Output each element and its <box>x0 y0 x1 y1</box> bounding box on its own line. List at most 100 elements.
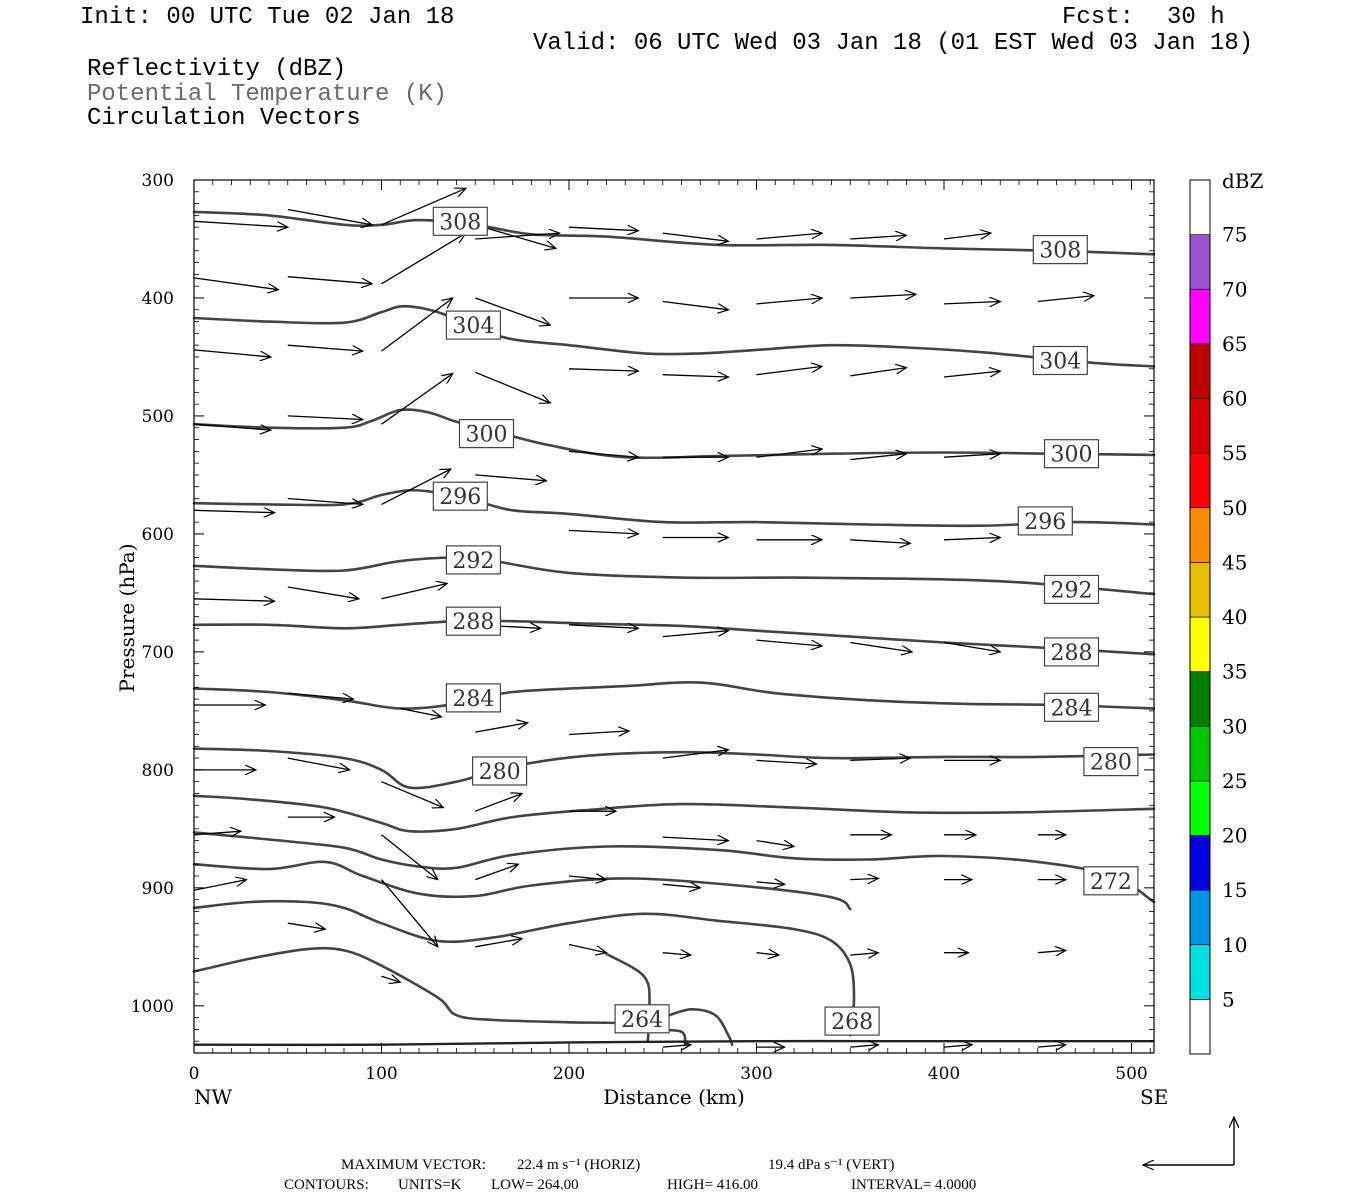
contour-label: 280 <box>472 756 528 786</box>
circulation-vector <box>756 882 785 884</box>
circulation-vector <box>850 540 910 544</box>
colorbar-swatch <box>1189 343 1211 399</box>
colorbar-label: 40 <box>1222 605 1247 629</box>
contour-label-box <box>472 756 528 786</box>
contour-label: 284 <box>445 683 501 713</box>
y-tick-label: 800 <box>142 761 174 781</box>
circulation-vector <box>381 469 451 505</box>
theta-contour-304 <box>192 304 1156 368</box>
colorbar-unit: dBZ <box>1222 169 1264 193</box>
circulation-vector <box>943 641 1000 652</box>
circulation-vector <box>756 841 795 847</box>
contours-high: HIGH= 416.00 <box>667 1177 758 1193</box>
reference-vector-icon <box>1143 1117 1234 1165</box>
contour-label-box <box>445 310 501 340</box>
colorbar-label: 60 <box>1222 387 1247 411</box>
circulation-vector <box>287 208 372 225</box>
theta-contour-268 <box>192 860 852 911</box>
contour-label: 288 <box>1043 637 1100 667</box>
circulation-vector <box>756 366 823 376</box>
colorbar-swatch <box>1189 562 1211 618</box>
circulation-vector <box>475 474 546 481</box>
vectors-layer <box>193 188 1094 1047</box>
circulation-vector <box>662 232 729 241</box>
colorbar-label: 35 <box>1222 660 1247 684</box>
y-tick-label: 600 <box>142 525 174 545</box>
forecast-hour-value: 30 h <box>1167 4 1225 31</box>
circulation-vector <box>381 976 401 982</box>
circulation-vector <box>943 233 991 240</box>
theta-contour-280 <box>192 747 1156 790</box>
x-tick-label: 400 <box>928 1064 960 1084</box>
x-tick-label: 500 <box>1115 1064 1147 1084</box>
contour-label-box <box>1043 637 1100 667</box>
plot-frame <box>193 179 1155 1054</box>
circulation-vector <box>850 758 910 760</box>
max-vector-horiz: 22.4 m s⁻¹ (HORIZ) <box>517 1157 641 1173</box>
contour-label-text: 272 <box>1090 870 1132 895</box>
circulation-vector <box>943 454 1000 458</box>
circulation-vector <box>287 586 359 599</box>
contour-label-text: 292 <box>1051 578 1093 603</box>
colorbar-swatch <box>1189 835 1211 891</box>
x-tick-label: 0 <box>189 1064 200 1084</box>
contour-label-box <box>445 606 501 636</box>
contour-label: 296 <box>432 481 488 511</box>
contour-label-box <box>445 683 501 713</box>
colorbar-swatch <box>1189 234 1211 290</box>
contour-label-text: 292 <box>452 549 494 574</box>
contour-label-text: 280 <box>1090 751 1132 776</box>
y-tick-label: 500 <box>142 407 174 427</box>
theta-contour-272 <box>192 831 1156 904</box>
contour-label-box <box>445 545 501 575</box>
theta-contour-296 <box>192 488 1156 528</box>
circulation-vector <box>381 188 466 226</box>
circulation-vector <box>287 757 350 770</box>
contour-label: 264 <box>614 1004 670 1034</box>
colorbar-label: 50 <box>1222 496 1247 520</box>
circulation-vector <box>662 631 729 638</box>
circulation-vector <box>287 276 372 284</box>
circulation-vector <box>381 298 453 352</box>
circulation-vector <box>287 692 354 699</box>
contour-label-box <box>614 1004 670 1034</box>
circulation-vector <box>193 880 247 891</box>
circulation-vector <box>756 760 817 764</box>
circulation-vector <box>662 953 691 955</box>
contour-label-text: 304 <box>452 314 494 339</box>
circulation-vector <box>568 625 638 629</box>
circulation-vector <box>287 416 363 420</box>
contour-label-box <box>1043 439 1100 469</box>
theta-contour-264 <box>661 1007 734 1046</box>
circulation-vector <box>381 781 444 808</box>
y-tick-label: 1000 <box>131 997 174 1017</box>
circulation-vector <box>568 227 638 231</box>
circulation-vector <box>475 794 522 812</box>
circulation-vector <box>475 939 522 948</box>
colorbar-swatch <box>1189 288 1211 345</box>
circulation-vector <box>943 1045 972 1047</box>
circulation-vector <box>287 497 363 505</box>
contour-label-text: 288 <box>452 610 494 635</box>
colorbar-swatch <box>1189 507 1211 563</box>
contour-label-text: 264 <box>621 1008 663 1033</box>
x-tick-label: 200 <box>553 1064 585 1084</box>
theta-contour-268 <box>192 899 856 1037</box>
contour-label: 308 <box>432 206 488 236</box>
circulation-vector <box>475 371 550 403</box>
contour-label: 304 <box>1032 345 1088 376</box>
contour-label: 296 <box>1017 506 1073 536</box>
theta-contour-288 <box>192 619 1156 656</box>
x-axis-ticks: 0 100 200 300 400 500 <box>189 180 1151 1084</box>
colorbar-frame <box>1189 179 1211 1055</box>
contour-label-box <box>1032 345 1088 376</box>
x-tick-label: 300 <box>740 1064 772 1084</box>
contour-label-text: 304 <box>1039 350 1081 375</box>
circulation-vector <box>850 641 912 652</box>
colorbar-swatch <box>1189 179 1211 235</box>
contour-label: 284 <box>1043 692 1100 722</box>
colorbar: 5 10 15 20 25 30 35 40 45 50 55 60 65 70 75 <box>1189 179 1247 1055</box>
contour-label-box <box>432 206 488 236</box>
field-title-circulation-vectors: Circulation Vectors <box>87 105 361 132</box>
contour-label: 308 <box>1032 235 1088 265</box>
